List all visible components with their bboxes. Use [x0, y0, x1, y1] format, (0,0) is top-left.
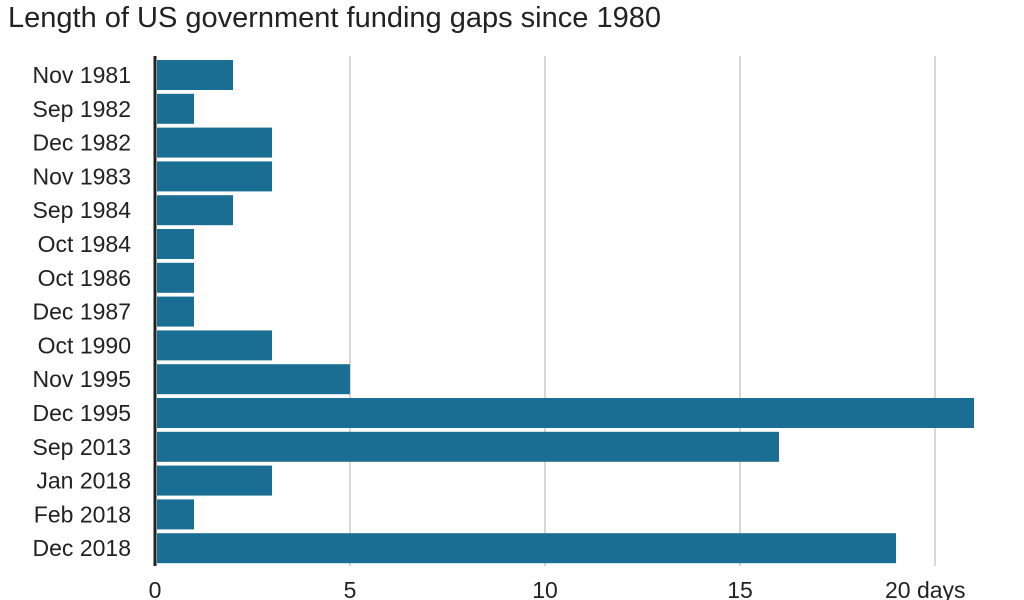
chart-title: Length of US government funding gaps sin… [8, 2, 661, 34]
category-label: Feb 2018 [34, 501, 131, 527]
category-label: Dec 1987 [33, 299, 131, 325]
bar [157, 161, 272, 192]
bar [157, 330, 272, 361]
category-label: Dec 1982 [33, 130, 131, 156]
x-tick-label: 15 [727, 577, 753, 600]
x-tick-label: 0 [149, 577, 162, 600]
category-label: Oct 1984 [38, 231, 132, 257]
bar [157, 93, 194, 124]
category-label: Dec 1995 [33, 400, 131, 426]
bar [157, 296, 194, 327]
category-label: Sep 1982 [33, 96, 131, 122]
bar [157, 229, 194, 259]
x-tick-labels: 0 5 10 15 20 days [149, 577, 966, 600]
category-label: Sep 1984 [33, 197, 132, 223]
gridlines [349, 56, 936, 566]
bar [157, 465, 272, 496]
bar [157, 60, 233, 90]
category-label: Oct 1990 [38, 332, 131, 358]
category-label: Jan 2018 [36, 468, 131, 494]
bar [157, 262, 194, 293]
bars [157, 60, 974, 564]
bar [157, 195, 233, 226]
bar [157, 533, 896, 564]
category-label: Nov 1983 [33, 163, 131, 189]
category-label: Oct 1986 [38, 265, 131, 291]
category-label: Nov 1981 [33, 62, 131, 88]
x-tick-label: 10 [532, 577, 558, 600]
category-label: Sep 2013 [33, 434, 131, 460]
bar [157, 499, 194, 530]
x-tick-label: 20 days [885, 577, 966, 600]
bar [157, 431, 779, 462]
category-label: Nov 1995 [33, 366, 131, 392]
category-label: Dec 2018 [33, 535, 131, 561]
category-labels: Nov 1981 Sep 1982 Dec 1982 Nov 1983 Sep 1984… [33, 62, 132, 561]
bar [157, 364, 350, 395]
x-tick-label: 5 [344, 577, 357, 600]
bar [157, 127, 272, 158]
bar [157, 398, 974, 428]
